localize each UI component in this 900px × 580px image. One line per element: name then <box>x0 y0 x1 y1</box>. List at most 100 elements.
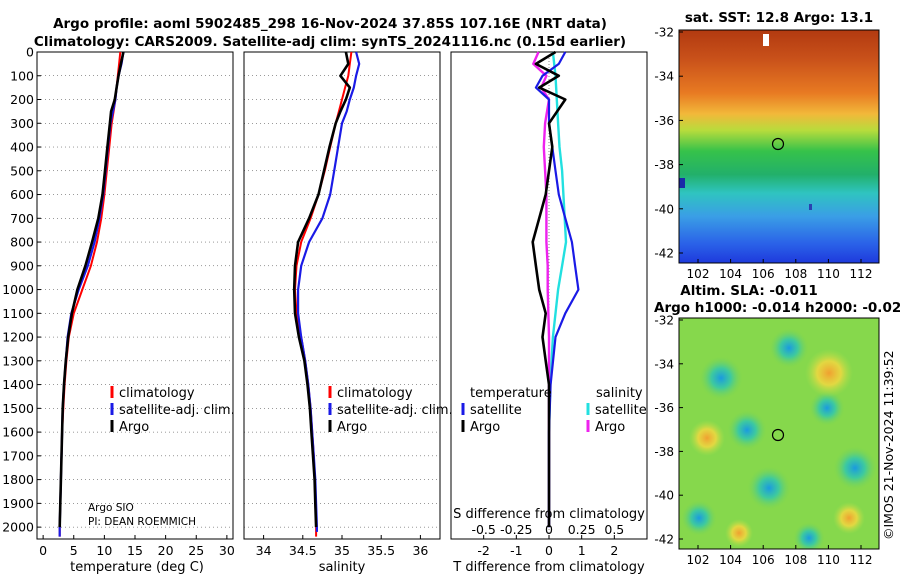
argo-location-marker <box>771 137 785 151</box>
x-tick-label: 1 <box>578 543 586 558</box>
x-tick-label: 0 <box>545 543 553 558</box>
x-tick-label: 36 <box>412 543 428 558</box>
lat-tick-label: -32 <box>654 26 674 40</box>
lon-tick-label: 112 <box>850 267 873 281</box>
sst-map: sat. SST: 12.8 Argo: 13.1 <box>654 10 880 281</box>
salinity-argo-line <box>292 51 352 528</box>
y-tick-label: 1700 <box>2 448 34 463</box>
x-tick-label: 35.5 <box>367 543 395 558</box>
sst-map-title: sat. SST: 12.8 Argo: 13.1 <box>685 10 873 26</box>
lon-tick-label: 102 <box>687 267 710 281</box>
y-tick-label: 100 <box>10 68 34 83</box>
lat-tick-label: -32 <box>654 314 674 328</box>
s-tick-label: 0.5 <box>604 522 624 537</box>
difference-xlabel: T difference from climatology <box>452 560 645 575</box>
lat-tick-label: -40 <box>654 489 674 503</box>
y-tick-label: 1400 <box>2 377 34 392</box>
lon-tick-label: 106 <box>752 267 775 281</box>
x-tick-label: 35 <box>334 543 350 558</box>
temperature-argo-line <box>58 51 125 528</box>
y-tick-label: 1200 <box>2 330 34 345</box>
x-tick-label: 25 <box>188 543 204 558</box>
x-tick-label: 0 <box>39 543 47 558</box>
y-tick-label: 1100 <box>2 306 34 321</box>
lon-tick-label: 110 <box>817 267 840 281</box>
legend-s-satellite-label: satellite <box>595 403 647 418</box>
x-tick-label: 34 <box>256 543 272 558</box>
y-tick-label: 200 <box>10 92 34 107</box>
legend-satellite-label: satellite-adj. clim. <box>119 403 235 418</box>
s-tick-label: -0.5 <box>471 522 495 537</box>
y-tick-label: 1000 <box>2 282 34 297</box>
temperature-satellite-line <box>58 51 125 537</box>
lat-tick-label: -34 <box>654 357 674 371</box>
salinity-diff-satellite-line <box>547 51 568 528</box>
lon-tick-label: 102 <box>687 553 710 567</box>
x-tick-label: 30 <box>219 543 235 558</box>
x-tick-label: -2 <box>477 543 489 558</box>
lat-tick-label: -42 <box>654 247 674 261</box>
s-tick-label: -0.25 <box>500 522 532 537</box>
temperature-xlabel: temperature (deg C) <box>70 560 204 575</box>
y-tick-label: 300 <box>10 116 34 131</box>
legend-satellite-label: satellite-adj. clim. <box>337 403 453 418</box>
temperature-axes-frame <box>36 51 234 540</box>
x-tick-label: 20 <box>158 543 174 558</box>
lat-tick-label: -42 <box>654 533 674 547</box>
x-tick-label: 34.5 <box>289 543 317 558</box>
y-tick-label: 800 <box>10 235 34 250</box>
legend-t-satellite-label: satellite <box>470 403 522 418</box>
lon-tick-label: 108 <box>784 267 807 281</box>
salinity-diff-argo-line <box>532 51 551 528</box>
salinity-xlabel: salinity <box>319 560 366 575</box>
x-tick-label: -1 <box>510 543 522 558</box>
credit-pi: PI: DEAN ROEMMICH <box>88 516 196 528</box>
x-tick-label: 15 <box>127 543 143 558</box>
x-tick-label: 10 <box>96 543 112 558</box>
y-tick-label: 1500 <box>2 401 34 416</box>
y-tick-label: 1600 <box>2 425 34 440</box>
y-tick-label: 0 <box>26 45 34 60</box>
lat-tick-label: -38 <box>654 445 674 459</box>
legend-t-argo-label: Argo <box>470 420 500 435</box>
s-tick-label: 0 <box>545 522 553 537</box>
lat-tick-label: -40 <box>654 202 674 216</box>
salinity-legend: climatology satellite-adj. clim. Argo <box>328 386 453 435</box>
sla-map-title1: Altim. SLA: -0.011 <box>680 283 817 299</box>
s-tick-label: 0.25 <box>568 522 596 537</box>
y-tick-label: 1800 <box>2 472 34 487</box>
y-tick-label: 400 <box>10 140 34 155</box>
lon-tick-label: 110 <box>817 553 840 567</box>
sla-map-frame <box>678 317 880 550</box>
y-tick-label: 2000 <box>2 520 34 535</box>
x-tick-label: 5 <box>70 543 78 558</box>
legend-s-argo-label: Argo <box>595 420 625 435</box>
legend-argo-label: Argo <box>337 420 367 435</box>
x-tick-label: 2 <box>610 543 618 558</box>
sla-map-image <box>679 318 879 549</box>
y-tick-label: 1900 <box>2 496 34 511</box>
lon-tick-label: 112 <box>850 553 873 567</box>
lat-tick-label: -34 <box>654 70 674 84</box>
salinity-panel: 34 34.5 35 35.5 36 salinity climatology sate… <box>243 51 453 575</box>
legend-climatology-label: climatology <box>337 386 413 401</box>
imos-timestamp: ©IMOS 21-Nov-2024 11:39:52 <box>881 350 896 540</box>
lon-tick-label: 104 <box>719 553 742 567</box>
y-tick-label: 900 <box>10 258 34 273</box>
y-tick-label: 1300 <box>2 353 34 368</box>
y-tick-label: 700 <box>10 211 34 226</box>
legend-argo-label: Argo <box>119 420 149 435</box>
salinity-satellite-line <box>297 51 361 532</box>
temperature-diff-argo-line <box>531 50 567 528</box>
sst-map-frame <box>678 29 880 264</box>
sla-map: Altim. SLA: -0.011 Argo h1000: -0.014 h2… <box>654 283 900 567</box>
lat-tick-label: -36 <box>654 114 674 128</box>
sst-map-image <box>679 30 879 263</box>
sla-map-title2: Argo h1000: -0.014 h2000: -0.025 <box>654 300 900 316</box>
legend-temperature-heading: temperature <box>470 386 552 401</box>
difference-legend: temperature satellite Argo salinity sate… <box>461 386 647 435</box>
legend-climatology-label: climatology <box>119 386 195 401</box>
lat-tick-label: -36 <box>654 401 674 415</box>
lon-tick-label: 106 <box>752 553 775 567</box>
lon-tick-label: 108 <box>784 553 807 567</box>
